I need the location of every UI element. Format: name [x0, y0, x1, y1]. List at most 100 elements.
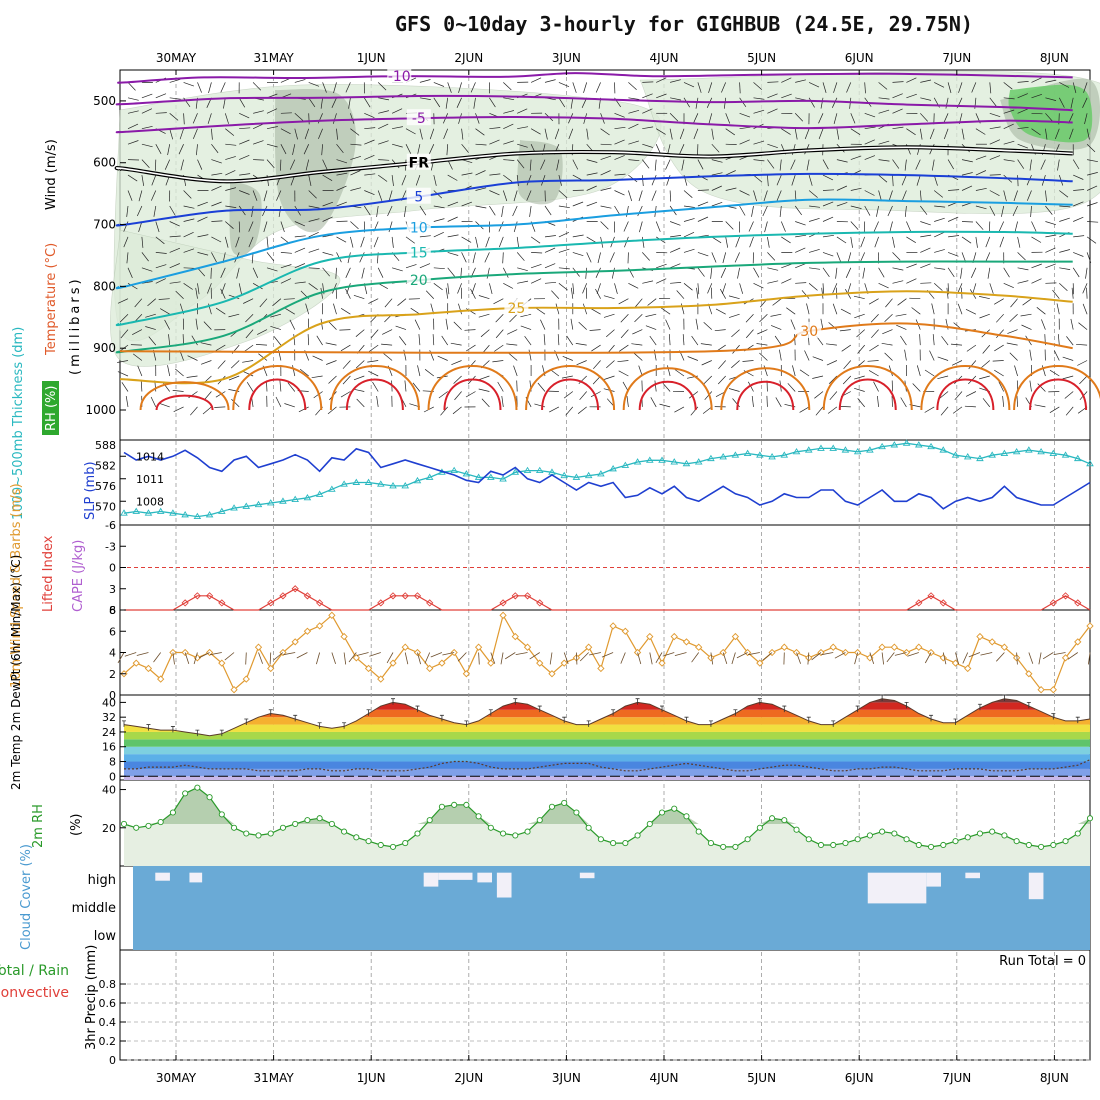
wind-barb [934, 82, 945, 88]
wind-barb [151, 174, 157, 186]
wind-barb [614, 173, 626, 176]
wind-barb [753, 174, 763, 183]
wind-barb [285, 308, 295, 315]
rh-point [866, 832, 873, 839]
wind-barb [1086, 252, 1092, 263]
wind-barb [878, 267, 885, 278]
wind-barb [1007, 329, 1018, 334]
wind-barb [211, 185, 222, 191]
wind-barb [833, 113, 838, 124]
wind-barb-10m [942, 652, 947, 665]
wind-barb [294, 113, 304, 121]
wind-barb [195, 287, 198, 299]
wind-barb [780, 221, 786, 232]
wind-barb [169, 263, 180, 269]
wind-barb [387, 205, 393, 217]
thickness-point [242, 502, 251, 509]
wind-barb [120, 329, 129, 339]
wind-barb [167, 144, 171, 156]
rh-point [1013, 838, 1020, 845]
wind-barb [656, 128, 666, 135]
wind-barb [169, 78, 181, 83]
rh-point [255, 832, 262, 839]
wind-barb [405, 236, 416, 244]
wind-barb [850, 221, 859, 230]
rh-point [817, 841, 825, 849]
wind-barb [475, 205, 487, 209]
wind-barb [475, 236, 479, 248]
wind-barb [906, 93, 917, 99]
wind-barb [475, 187, 487, 191]
wind-barb [562, 355, 573, 361]
wind-barb [767, 93, 778, 99]
wind-barb [529, 159, 532, 171]
wind-barb [631, 343, 643, 346]
rh-point [964, 834, 971, 841]
rh-point [989, 828, 996, 835]
wind-barb [674, 369, 685, 377]
wind-barb [516, 159, 525, 169]
rh-shading-saturated [1008, 84, 1093, 143]
wind-barb [388, 221, 393, 233]
rh-point [976, 830, 983, 837]
wind-barb [989, 112, 1001, 118]
date-label-top: 5JUN [747, 51, 776, 65]
rh-point [671, 805, 678, 812]
wind-barb [412, 382, 421, 392]
wind-barb [270, 325, 282, 330]
wind-barb [882, 329, 893, 335]
wind-barb [711, 201, 723, 207]
temp-minmax-marker [1051, 713, 1056, 720]
wind-barb [739, 82, 741, 94]
wind-barb [289, 159, 296, 170]
wind-barb [415, 174, 421, 186]
lifted-index-point [939, 599, 947, 607]
wind-barb [453, 375, 462, 384]
wind-barb [299, 368, 309, 377]
wind-barb [919, 190, 922, 202]
wind-barb [725, 170, 736, 176]
wind-barb [693, 113, 699, 124]
temp-minmax-marker [757, 698, 762, 705]
wind-barb-10m [198, 652, 210, 659]
wind-barb [245, 313, 254, 323]
wind-barb [776, 190, 782, 201]
wind-barb [1052, 289, 1060, 299]
thickness-point [878, 442, 886, 450]
wind-barb [433, 267, 445, 270]
contour-label: 20 [410, 273, 428, 289]
wind-barb-10m [886, 652, 895, 663]
wind-barb [840, 308, 851, 315]
wind-barb [141, 159, 150, 168]
temp-tick-label: 8 [109, 756, 116, 769]
thickness-point [866, 446, 874, 453]
wind-barb [453, 321, 462, 330]
wind-barb [857, 398, 865, 408]
wind-barb [452, 406, 462, 415]
wind-barb [373, 236, 379, 248]
rh-point [231, 824, 238, 831]
wind-barb [284, 403, 295, 408]
wind-barb [642, 81, 654, 83]
wind-barb [378, 97, 390, 101]
temp-minmax-marker [562, 716, 567, 724]
wind-barb [1037, 383, 1046, 392]
thickness-point [621, 461, 630, 468]
wind-barb [225, 205, 237, 208]
wind-barb [446, 144, 449, 156]
wind-barb [211, 128, 213, 140]
thickness-point [1073, 454, 1082, 462]
wind-barb [331, 97, 337, 108]
wind-barb [589, 329, 601, 331]
wind-speed-point [242, 675, 250, 683]
wind-barb [489, 190, 500, 196]
wind-barb [558, 283, 568, 291]
wind-barb [600, 221, 609, 230]
temp-minmax-marker [1002, 694, 1007, 701]
wind-barb [507, 329, 518, 335]
wind-barb [948, 189, 960, 191]
wind-barb [572, 201, 584, 207]
wind-barb [637, 205, 643, 217]
wind-barb [419, 235, 431, 238]
wind-barb [920, 205, 928, 215]
